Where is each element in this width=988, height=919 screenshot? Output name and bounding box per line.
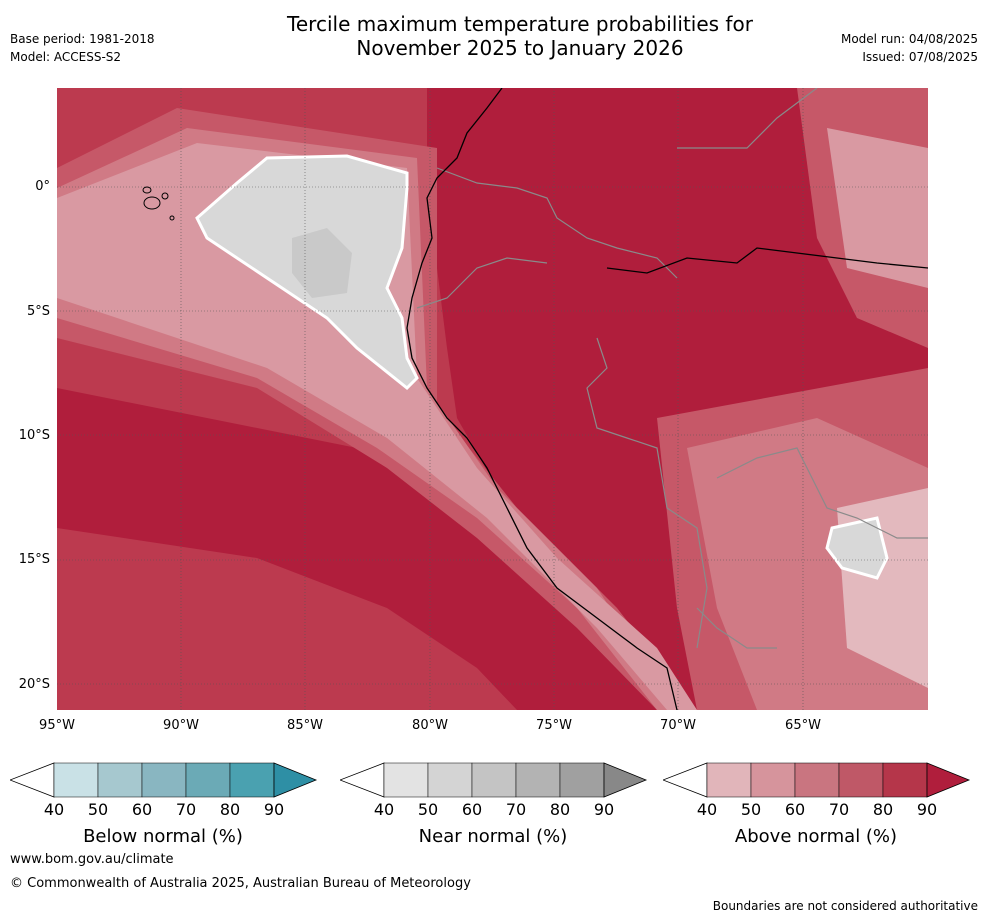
lon-label: 70°W (660, 718, 696, 733)
model-run: Model run: 04/08/2025 (840, 32, 978, 46)
copyright-text: © Commonwealth of Australia 2025, Austra… (10, 876, 471, 891)
coastline (406, 88, 928, 710)
base-period: Base period: 1981-2018 (10, 32, 155, 46)
cb-tick: 80 (549, 800, 571, 819)
cb-tick: 90 (593, 800, 615, 819)
near-normal-50 (292, 228, 352, 298)
colorbar-below-normal (10, 762, 318, 798)
cb-tick: 70 (505, 800, 527, 819)
cb-tick: 40 (43, 800, 65, 819)
lon-label: 95°W (39, 718, 75, 733)
cb-tick: 40 (696, 800, 718, 819)
lat-label: 15°S (18, 552, 50, 567)
colorbar-near-normal (340, 762, 648, 798)
ocean-south-80 (57, 528, 517, 710)
cb-label-near: Near normal (%) (418, 826, 568, 847)
cb-tick: 40 (373, 800, 395, 819)
cb-tick: 70 (828, 800, 850, 819)
lat-label: 20°S (18, 677, 50, 692)
cb-label-below: Below normal (%) (83, 826, 243, 847)
website-link[interactable]: www.bom.gov.au/climate (10, 852, 174, 867)
cb-tick: 60 (784, 800, 806, 819)
meta-right: Model run: 04/08/2025 Issued: 07/08/2025 (841, 30, 978, 66)
cb-label-above: Above normal (%) (734, 826, 898, 847)
lon-label: 75°W (536, 718, 572, 733)
lon-label: 65°W (785, 718, 821, 733)
northeast-band-50 (827, 128, 928, 288)
country-borders (416, 88, 928, 649)
cb-tick: 60 (461, 800, 483, 819)
colorbar-above-normal (663, 762, 971, 798)
cb-tick: 80 (872, 800, 894, 819)
disclaimer-text: Boundaries are not considered authoritat… (712, 899, 978, 913)
lon-label: 85°W (287, 718, 323, 733)
cb-tick: 90 (263, 800, 285, 819)
graticule (57, 88, 928, 710)
cb-tick: 60 (131, 800, 153, 819)
cb-tick: 50 (740, 800, 762, 819)
cb-tick: 90 (916, 800, 938, 819)
title-line-1: Tercile maximum temperature probabilitie… (287, 12, 753, 36)
lat-label: 5°S (26, 304, 50, 319)
lat-label: 0° (35, 179, 50, 194)
chart-title: Tercile maximum temperature probabilitie… (0, 12, 988, 60)
galapagos-islands (142, 186, 175, 221)
lat-label: 10°S (18, 428, 50, 443)
model-name: Model: ACCESS-S2 (10, 50, 122, 64)
title-line-2: November 2025 to January 2026 (356, 36, 684, 60)
cb-tick: 50 (417, 800, 439, 819)
cb-tick: 80 (219, 800, 241, 819)
issued-date: Issued: 07/08/2025 (862, 50, 978, 64)
cb-tick: 70 (175, 800, 197, 819)
lon-label: 90°W (163, 718, 199, 733)
lon-label: 80°W (412, 718, 448, 733)
probability-map (57, 88, 928, 710)
cb-tick: 50 (87, 800, 109, 819)
near-normal-patch-se (825, 516, 889, 580)
meta-left: Base period: 1981-2018 Model: ACCESS-S2 (10, 30, 155, 66)
coastal-band-50 (57, 143, 697, 710)
map-svg (57, 88, 928, 710)
